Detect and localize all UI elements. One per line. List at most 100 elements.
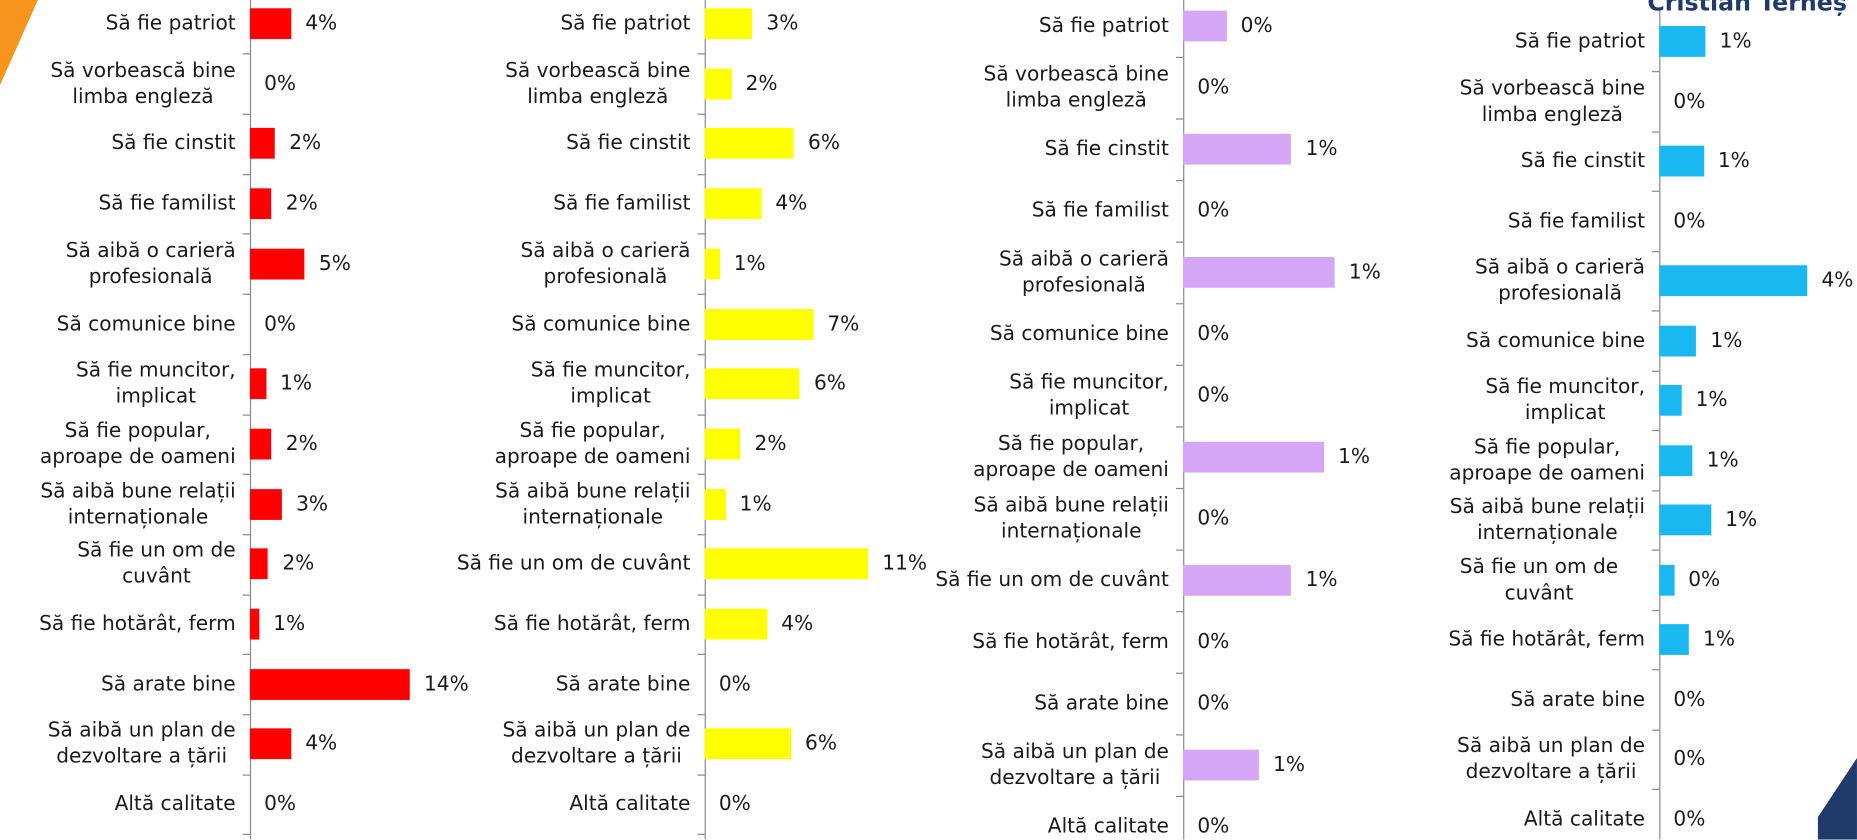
bar (1183, 749, 1259, 781)
bar (249, 608, 260, 640)
logo (1817, 757, 1857, 840)
category-label: Să aibă bune relații internaționale (40, 479, 236, 529)
row-tick (697, 534, 705, 536)
bar (1183, 564, 1292, 596)
value-label: 1% (1710, 328, 1743, 353)
row-tick (1176, 611, 1184, 613)
value-label: 1% (733, 252, 766, 276)
row-tick (1652, 71, 1660, 73)
row-tick (1652, 549, 1660, 551)
bar (704, 548, 869, 580)
row-tick (697, 714, 705, 716)
bar (1659, 325, 1697, 356)
value-label: 1% (1348, 260, 1381, 285)
row-tick (1176, 241, 1184, 243)
value-label: 2% (745, 71, 778, 96)
category-label: Să fie popular, aproape de oameni (494, 419, 691, 469)
value-label: 0% (1673, 747, 1706, 771)
category-label: Să fie cinstit (1520, 149, 1645, 173)
row-tick (1176, 672, 1184, 674)
value-label: 4% (781, 612, 814, 636)
row-tick (242, 233, 250, 236)
category-label: Să vorbească bine limba engleză (1459, 76, 1645, 127)
bar (704, 248, 720, 280)
category-label: Să comunice bine (1465, 328, 1645, 353)
bar (704, 308, 814, 340)
category-label: Să aibă bune relații internaționale (973, 493, 1169, 544)
row-tick (697, 353, 705, 356)
category-label: Să aibă un plan de dezvoltare a țării (47, 719, 236, 770)
category-label: Să fie muncitor, implicat (1485, 375, 1645, 426)
category-label: Să fie hotărât, ferm (972, 630, 1169, 654)
row-tick (1652, 430, 1660, 432)
category-label: Să vorbească bine limba engleză (983, 62, 1169, 113)
value-label: 2% (282, 552, 315, 576)
category-label: Să arate bine (100, 672, 236, 696)
bar (249, 428, 272, 460)
category-label: Să fie un om de cuvânt (77, 539, 236, 589)
value-label: 0% (1197, 322, 1230, 346)
axis-line (1183, 0, 1185, 840)
category-label: Să arate bine (1510, 687, 1645, 712)
value-label: 7% (827, 312, 860, 336)
value-label: 0% (1673, 687, 1706, 712)
value-label: 14% (423, 672, 469, 696)
category-label: Să fie muncitor, implicat (530, 359, 691, 409)
category-label: Să fie hotărât, ferm (39, 612, 236, 636)
bar (1659, 145, 1704, 177)
row-tick (1652, 370, 1660, 372)
category-label: Altă calitate (1523, 807, 1645, 831)
row-tick (1176, 118, 1184, 120)
bar (249, 8, 291, 40)
row-tick (1652, 190, 1660, 193)
row-tick (697, 173, 705, 175)
row-tick (1176, 426, 1184, 428)
category-label: Altă calitate (569, 792, 691, 817)
bar (249, 668, 410, 700)
category-label: Să vorbească bine limba engleză (50, 58, 236, 109)
bar (1659, 384, 1682, 416)
bar (249, 188, 272, 220)
row-tick (242, 594, 250, 596)
category-label: Să fie patriot (560, 11, 691, 36)
axis-line (1659, 9, 1661, 840)
value-label: 1% (1719, 29, 1752, 54)
category-label: Să fie hotărât, ferm (1448, 627, 1645, 652)
row-tick (242, 774, 250, 776)
row-tick (242, 714, 250, 716)
category-label: Altă calitate (1047, 814, 1169, 839)
value-label: 0% (264, 71, 297, 96)
row-tick (1176, 549, 1184, 551)
row-tick (697, 474, 705, 476)
value-label: 2% (285, 191, 318, 216)
bar (249, 728, 291, 760)
category-label: Să arate bine (555, 672, 691, 696)
category-label: Să fie un om de cuvânt (935, 568, 1169, 593)
value-label: 0% (1197, 383, 1230, 408)
axis-line (704, 0, 706, 840)
value-label: 0% (1197, 506, 1230, 531)
row-tick (697, 594, 705, 596)
category-label: Să fie familist (1507, 209, 1645, 233)
row-tick (1652, 789, 1660, 791)
category-label: Să comunice bine (511, 312, 691, 336)
row-tick (1176, 734, 1184, 736)
row-tick (242, 293, 250, 296)
category-label: Să fie patriot (105, 11, 236, 36)
category-label: Să aibă o carieră profesională (520, 238, 691, 289)
category-label: Să fie familist (98, 191, 236, 216)
row-tick (1176, 303, 1184, 305)
value-label: 4% (305, 732, 338, 757)
bar (1183, 133, 1292, 165)
value-label: 0% (1673, 807, 1706, 831)
row-tick (1652, 250, 1660, 252)
value-label: 11% (882, 552, 928, 576)
row-tick (242, 474, 250, 476)
bar (249, 368, 266, 400)
value-label: 1% (1717, 149, 1750, 173)
row-tick (697, 654, 705, 656)
category-label: Să arate bine (1034, 691, 1169, 716)
bar (704, 188, 762, 220)
row-tick (1176, 795, 1184, 798)
category-label: Să vorbească bine limba engleză (505, 58, 691, 109)
